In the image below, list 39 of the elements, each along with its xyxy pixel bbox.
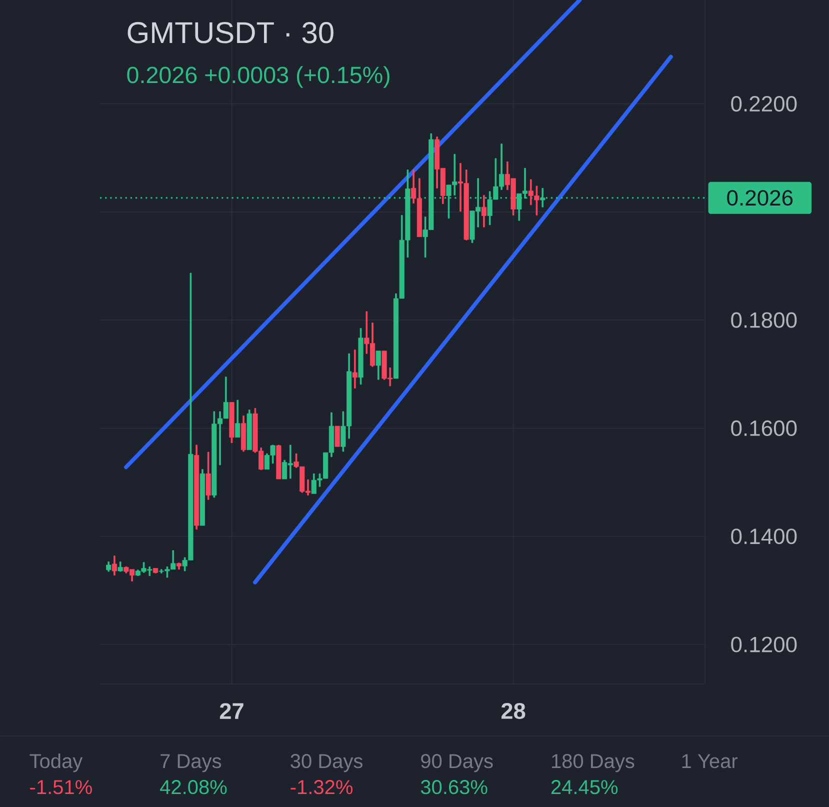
text: 180 Days (552, 754, 634, 772)
candlestick (240, 416, 246, 452)
text: -1.32% (290, 780, 353, 794)
text: Today (30, 753, 83, 772)
text: 30.63% (420, 780, 488, 794)
candlestick (206, 452, 211, 500)
y-tick-label: 0.2200 (731, 96, 797, 112)
ref-line-label: 0.2026 (727, 190, 793, 206)
x-tick-label: 27 (220, 703, 244, 719)
candlestick (276, 444, 282, 480)
text: GMTUSDT · 30 (128, 22, 334, 44)
candlestick (152, 568, 158, 574)
candlestick (334, 426, 340, 447)
text: 1 Year (682, 754, 738, 768)
text: 42.08% (160, 780, 227, 794)
candlestick (106, 562, 112, 572)
candlestick (118, 562, 123, 572)
text: 0.2026 +0.0003 (+0.15%) (127, 66, 390, 88)
x-tick-label: 28 (501, 702, 526, 720)
candlestick (200, 469, 205, 526)
text: 24.45% (551, 780, 618, 794)
text: -1.51% (30, 780, 92, 794)
candlestick (112, 556, 117, 576)
y-tick-label: 0.1600 (731, 420, 797, 436)
candlestick (235, 400, 240, 438)
y-tick-label: 0.1800 (731, 312, 797, 328)
candlestick (229, 402, 234, 444)
candlestick (376, 350, 381, 380)
candlestick (481, 194, 486, 228)
text: 90 Days (421, 754, 493, 772)
candlestick (358, 328, 364, 385)
candlestick (246, 410, 252, 450)
text: 30 Days (290, 754, 362, 772)
text: 7 Days (160, 754, 222, 772)
candlestick (352, 350, 358, 388)
candlestick (194, 444, 200, 530)
y-tick-label: 0.1400 (731, 528, 797, 544)
y-tick-label: 0.1200 (731, 636, 797, 652)
candlestick (176, 562, 182, 570)
